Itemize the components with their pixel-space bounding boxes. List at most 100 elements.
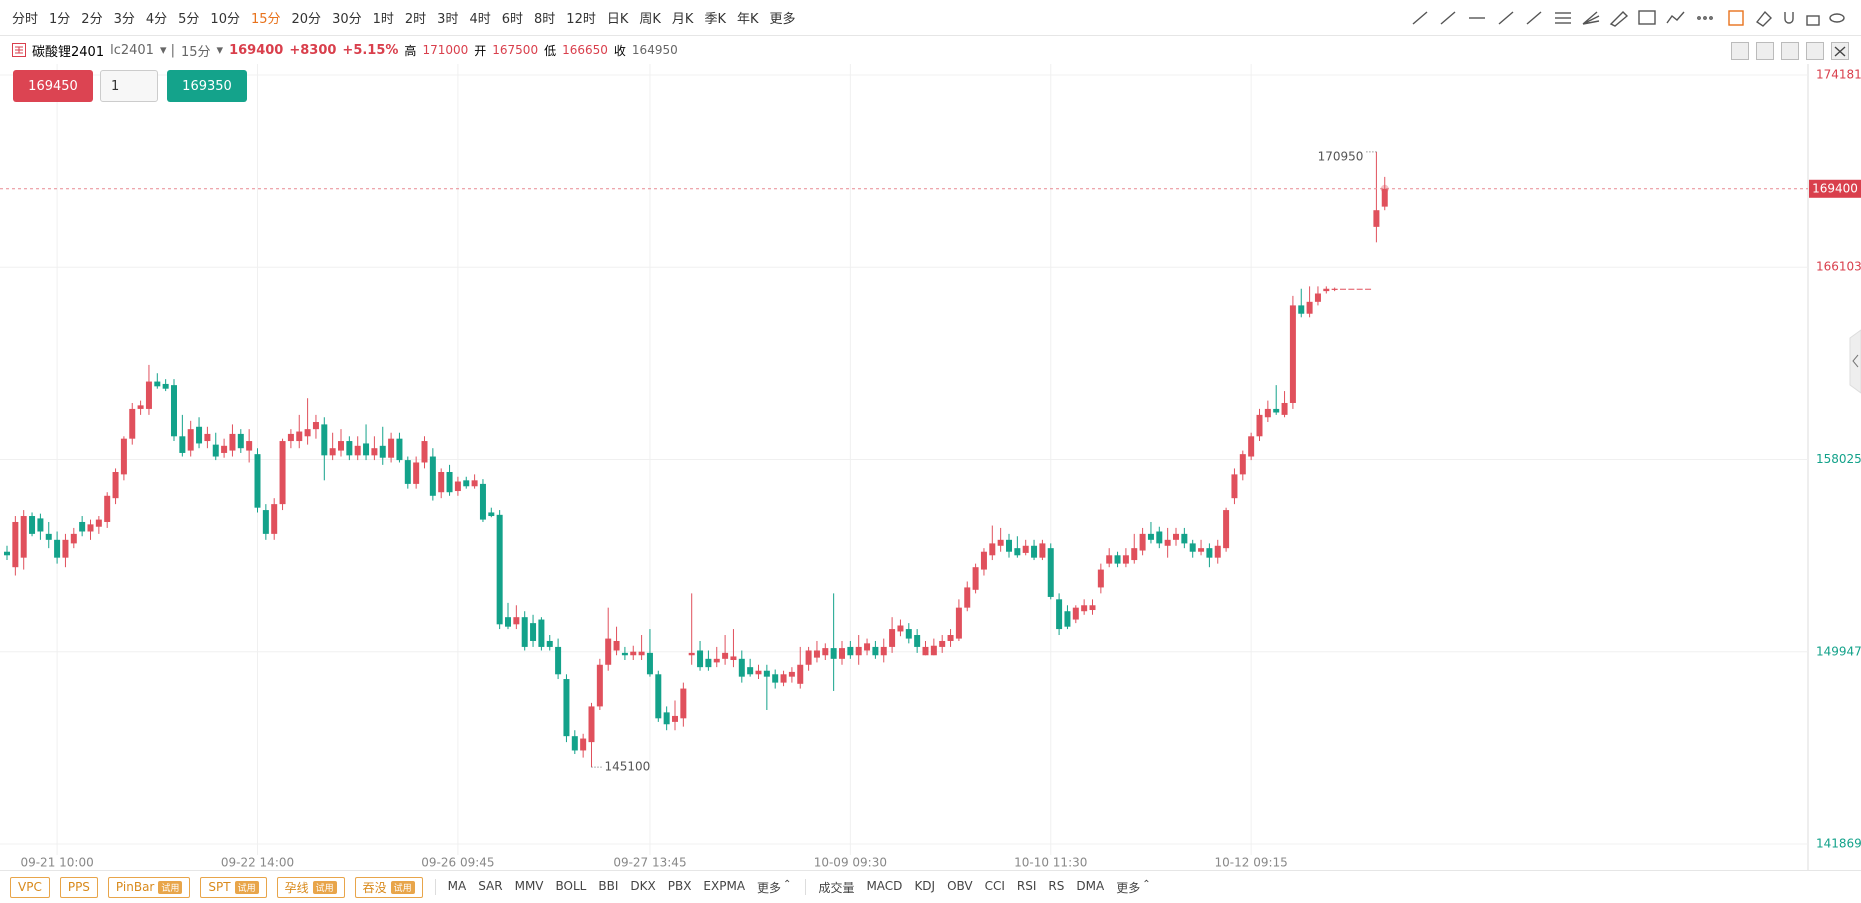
candle-body xyxy=(947,635,954,641)
candle-body xyxy=(70,533,77,544)
period-option[interactable]: 2分 xyxy=(81,12,103,27)
price-change: +8300 xyxy=(289,42,337,58)
pattern-tag[interactable]: VPC xyxy=(10,876,50,898)
pattern-tag[interactable]: 孕线 试用 xyxy=(276,876,345,898)
indicator-option[interactable]: DMA xyxy=(1076,878,1105,893)
indicator-option[interactable]: RS xyxy=(1048,878,1065,893)
period-option[interactable]: 年K xyxy=(736,12,759,27)
period-option[interactable]: 6时 xyxy=(501,12,524,27)
pattern-tag[interactable]: PinBar 试用 xyxy=(107,876,191,898)
period-option[interactable]: 4分 xyxy=(145,12,168,27)
candle-body xyxy=(1164,539,1171,546)
candle-body xyxy=(1189,543,1196,552)
candle-body xyxy=(396,438,403,461)
candle-body xyxy=(1106,555,1113,564)
y-tick-label: 166103 xyxy=(1816,260,1861,274)
candle-body xyxy=(1381,188,1388,207)
period-option[interactable]: 4时 xyxy=(469,12,491,27)
high-annotation: 170950 xyxy=(1318,149,1364,163)
candle-body xyxy=(1223,510,1230,549)
indicator-option[interactable]: 成交量 xyxy=(818,880,855,895)
period-option[interactable]: 3时 xyxy=(437,12,459,27)
period-option[interactable]: 15分 xyxy=(250,12,281,27)
candle-body xyxy=(1281,402,1288,415)
x-tick-label: 10-12 09:15 xyxy=(1215,856,1288,870)
candle-body xyxy=(1239,454,1246,475)
period-option[interactable]: 20分 xyxy=(291,12,322,27)
candle-body xyxy=(388,438,395,458)
period-option[interactable]: 月K xyxy=(671,12,694,27)
indicator-option[interactable]: MMV xyxy=(514,878,544,893)
indicator-option[interactable]: MACD xyxy=(866,878,903,893)
period-option[interactable]: 1分 xyxy=(49,12,71,27)
period-option[interactable]: 8时 xyxy=(534,12,556,27)
candle-body xyxy=(1256,414,1263,437)
chart-period[interactable]: 15分 xyxy=(180,44,211,60)
candle-body xyxy=(688,652,695,656)
candle-body xyxy=(997,539,1004,546)
candle-body xyxy=(922,646,929,656)
indicator-option[interactable]: 更多 xyxy=(1116,880,1141,895)
indicator-option[interactable]: 更多 xyxy=(757,880,782,895)
period-option[interactable]: 10分 xyxy=(210,12,240,27)
candle-body xyxy=(179,436,186,453)
dropdown-caret: ▾ xyxy=(216,42,224,58)
candle-body xyxy=(254,454,261,508)
candle-body xyxy=(847,646,854,656)
candle-body xyxy=(1072,607,1079,620)
indicator-option[interactable]: MA xyxy=(447,878,467,893)
sell-button[interactable]: 169450 xyxy=(13,70,93,102)
candle-body xyxy=(1039,543,1046,558)
period-option[interactable]: 2时 xyxy=(404,12,427,27)
indicator-option[interactable]: BOLL xyxy=(555,878,587,893)
period-option[interactable]: 分时 xyxy=(12,12,39,27)
indicator-option[interactable]: CCI xyxy=(984,878,1005,893)
period-option[interactable]: 3分 xyxy=(113,12,135,27)
candle-body xyxy=(1089,605,1096,611)
indicator-option[interactable]: EXPMA xyxy=(703,878,746,893)
candle-body xyxy=(555,646,562,675)
candle-body xyxy=(496,514,503,625)
x-tick-label: 09-26 09:45 xyxy=(421,856,494,870)
indicator-option[interactable]: KDJ xyxy=(914,878,936,893)
indicator-option[interactable]: PBX xyxy=(667,878,692,893)
candle-body xyxy=(229,433,236,451)
last-price: 169400 xyxy=(229,42,284,58)
candle-body xyxy=(989,543,996,556)
candle-body xyxy=(588,706,595,743)
indicator-option[interactable]: OBV xyxy=(947,878,973,893)
period-option[interactable]: 5分 xyxy=(178,12,200,27)
chart-controls[interactable] xyxy=(1731,42,1851,60)
side-handle-arrow xyxy=(1852,354,1859,368)
symbol-name[interactable]: 碳酸锂2401 xyxy=(32,44,105,60)
pattern-tag[interactable]: PPS xyxy=(59,876,98,898)
drawing-tools xyxy=(1412,10,1845,27)
separator xyxy=(434,879,436,895)
candle-body xyxy=(29,516,36,534)
period-option[interactable]: 30分 xyxy=(332,12,362,27)
period-option[interactable]: 1时 xyxy=(372,12,394,27)
indicator-option[interactable]: DKX xyxy=(630,878,656,893)
quantity-input[interactable]: 1 xyxy=(100,70,158,102)
indicator-option[interactable]: SAR xyxy=(478,878,503,893)
pattern-tag[interactable]: SPT 试用 xyxy=(200,876,267,898)
indicator-option[interactable]: RSI xyxy=(1016,878,1037,893)
period-option[interactable]: 12时 xyxy=(566,12,596,27)
period-option[interactable]: 更多 xyxy=(769,12,796,27)
candle-body xyxy=(1298,305,1305,314)
y-tick-label: 149947 xyxy=(1816,644,1861,658)
buy-button[interactable]: 169350 xyxy=(167,70,247,102)
candle-body xyxy=(287,433,294,442)
candle-body xyxy=(1047,548,1054,597)
symbol-code[interactable]: lc2401 xyxy=(110,42,154,58)
open-label: 开 xyxy=(474,43,487,58)
period-option[interactable]: 季K xyxy=(704,12,726,27)
candle-body xyxy=(780,674,787,683)
indicator-option[interactable]: BBI xyxy=(598,878,619,893)
candle-body xyxy=(889,629,896,647)
pattern-tag[interactable]: 吞没 试用 xyxy=(354,876,423,898)
side-handle xyxy=(1849,329,1861,394)
period-option[interactable]: 周K xyxy=(639,12,661,27)
period-option[interactable]: 日K xyxy=(606,12,629,27)
candle-body xyxy=(697,650,704,668)
